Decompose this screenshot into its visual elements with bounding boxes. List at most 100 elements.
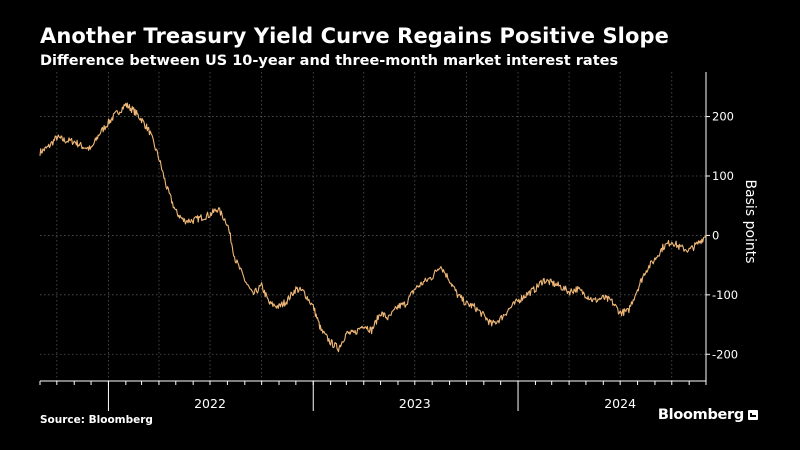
data-point — [388, 318, 389, 319]
logo-mark-icon — [748, 410, 758, 420]
axis-layer — [39, 72, 710, 411]
y-tick-label: 0 — [712, 228, 719, 242]
data-point — [91, 149, 92, 150]
data-point — [679, 247, 680, 248]
data-point — [166, 187, 167, 188]
data-point — [261, 285, 262, 286]
data-point — [235, 259, 236, 260]
data-point — [466, 303, 467, 304]
data-point — [500, 318, 501, 319]
data-point — [414, 288, 415, 289]
data-point — [74, 141, 75, 142]
data-point — [286, 300, 287, 301]
chart-subtitle: Difference between US 10-year and three-… — [40, 53, 619, 69]
data-point — [422, 282, 423, 283]
data-point — [432, 276, 433, 277]
data-point — [603, 297, 604, 298]
data-point — [449, 279, 450, 280]
data-point — [576, 288, 577, 289]
data-point — [47, 147, 48, 148]
brand-name: Bloomberg — [657, 407, 744, 423]
y-tick-label: 100 — [712, 169, 734, 183]
data-point — [209, 214, 210, 215]
data-point — [508, 309, 509, 310]
data-point — [474, 306, 475, 307]
data-point — [252, 294, 253, 295]
series-line-layer — [39, 102, 707, 353]
data-point — [671, 241, 672, 242]
data-point — [620, 312, 621, 313]
data-point — [338, 348, 339, 349]
data-point — [39, 152, 40, 153]
data-point — [525, 294, 526, 295]
data-point — [321, 330, 322, 331]
series-line — [39, 102, 707, 353]
data-point — [313, 306, 314, 307]
data-point — [141, 119, 142, 120]
data-point — [82, 146, 83, 147]
data-point — [193, 220, 194, 221]
y-tick-label: -200 — [712, 347, 738, 361]
y-tick-label: -100 — [712, 288, 738, 302]
data-point — [116, 113, 117, 114]
data-point — [303, 291, 304, 292]
data-point — [125, 104, 126, 105]
data-point — [64, 140, 65, 141]
data-point — [346, 333, 347, 334]
data-point — [483, 315, 484, 316]
data-point — [158, 158, 159, 159]
data-point — [244, 279, 245, 280]
data-point — [535, 288, 536, 289]
data-point — [269, 303, 270, 304]
data-point — [611, 300, 612, 301]
y-tick-label: 200 — [712, 110, 734, 124]
data-point — [654, 259, 655, 260]
data-point — [569, 291, 570, 292]
data-point — [551, 282, 552, 283]
data-point — [585, 294, 586, 295]
data-point — [559, 285, 560, 286]
data-point — [645, 271, 646, 272]
data-point — [217, 208, 218, 209]
data-point — [295, 288, 296, 289]
x-year-label: 2024 — [604, 396, 636, 411]
data-point — [227, 223, 228, 224]
data-point — [705, 235, 706, 236]
data-point — [696, 244, 697, 245]
data-point — [149, 131, 150, 132]
data-point — [56, 137, 57, 138]
data-point — [405, 303, 406, 304]
bloomberg-logo: Bloomberg — [658, 407, 758, 423]
x-year-label: 2022 — [194, 396, 226, 411]
data-point — [543, 279, 544, 280]
source-note: Source: Bloomberg — [40, 414, 153, 426]
chart-title: Another Treasury Yield Curve Regains Pos… — [40, 24, 669, 48]
data-point — [380, 312, 381, 313]
data-point — [183, 220, 184, 221]
x-year-label: 2023 — [399, 396, 431, 411]
label-layer: 200 100 0 -100 -200 2022 2023 2024 Basis points — [194, 110, 758, 411]
data-point — [689, 250, 690, 251]
data-point — [98, 134, 99, 135]
data-point — [439, 265, 440, 266]
data-point — [593, 300, 594, 301]
data-point — [108, 122, 109, 123]
data-point — [637, 288, 638, 289]
data-point — [200, 217, 201, 218]
data-point — [330, 342, 331, 343]
data-point — [175, 211, 176, 212]
grid-layer — [40, 72, 706, 381]
data-point — [371, 330, 372, 331]
data-point — [491, 324, 492, 325]
data-point — [278, 306, 279, 307]
data-point — [133, 110, 134, 111]
data-point — [363, 324, 364, 325]
y-axis-title: Basis points — [742, 179, 758, 263]
data-point — [517, 300, 518, 301]
data-point — [457, 294, 458, 295]
data-point — [662, 247, 663, 248]
data-point — [397, 306, 398, 307]
data-point — [354, 333, 355, 334]
data-point — [627, 311, 628, 312]
